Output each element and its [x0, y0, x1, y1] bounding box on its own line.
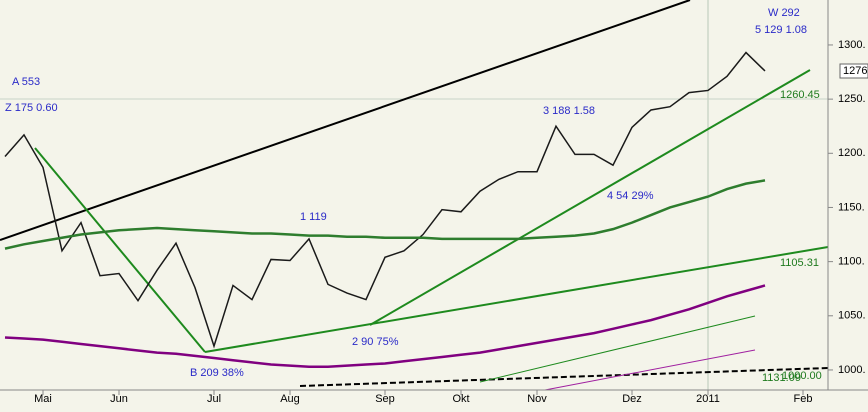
- annotation: 4 54 29%: [607, 190, 654, 202]
- y-tick-label: 1050.: [838, 310, 866, 322]
- level-label: 1000.00: [782, 370, 822, 382]
- y-tick-label: 1300.: [838, 39, 866, 51]
- trend-line: [34, 147, 206, 353]
- channel-line: [544, 349, 756, 391]
- x-tick-label: Jun: [110, 393, 128, 405]
- x-tick-label: Nov: [527, 393, 547, 405]
- x-tick-label: Sep: [375, 393, 395, 405]
- annotation: Z 175 0.60: [5, 102, 58, 114]
- level-label: 1131.09: [762, 372, 801, 384]
- channel-line: [479, 315, 756, 383]
- price-line: [4, 51, 766, 349]
- annotation: 2 90 75%: [352, 336, 399, 348]
- x-tick-label: Jul: [207, 393, 221, 405]
- y-tick-label: 1150.: [838, 201, 865, 213]
- annotation: B 209 38%: [190, 367, 244, 379]
- price-tag-label: 1276: [843, 65, 867, 77]
- x-tick-label: 2011: [696, 393, 720, 405]
- x-tick-label: Aug: [280, 393, 300, 405]
- trend-line: [0, 0, 691, 241]
- annotation: 1 119: [300, 211, 327, 223]
- x-tick-label: Okt: [452, 393, 469, 405]
- price-tag: [839, 63, 868, 79]
- annotation: 3 188 1.58: [543, 105, 595, 117]
- x-tick-label: Mai: [34, 393, 52, 405]
- level-label: 1260.45: [780, 89, 820, 101]
- y-tick-label: 1000.: [838, 364, 866, 376]
- y-tick-label: 1100.: [838, 256, 865, 268]
- moving-average: [4, 284, 766, 368]
- x-tick-label: Dez: [622, 393, 642, 405]
- level-label: 1105.31: [780, 257, 819, 269]
- plot-area: [0, 0, 828, 390]
- annotation: W 292: [768, 7, 800, 19]
- y-tick-label: 1200.: [838, 147, 866, 159]
- trend-line: [369, 69, 811, 326]
- annotation: 5 129 1.08: [755, 24, 807, 36]
- dashed-line: [299, 367, 829, 387]
- moving-average: [4, 179, 766, 250]
- annotation: A 553: [12, 76, 40, 88]
- trend-line: [204, 246, 829, 353]
- y-tick-label: 1250.: [838, 93, 866, 105]
- x-tick-label: Feb: [794, 393, 813, 405]
